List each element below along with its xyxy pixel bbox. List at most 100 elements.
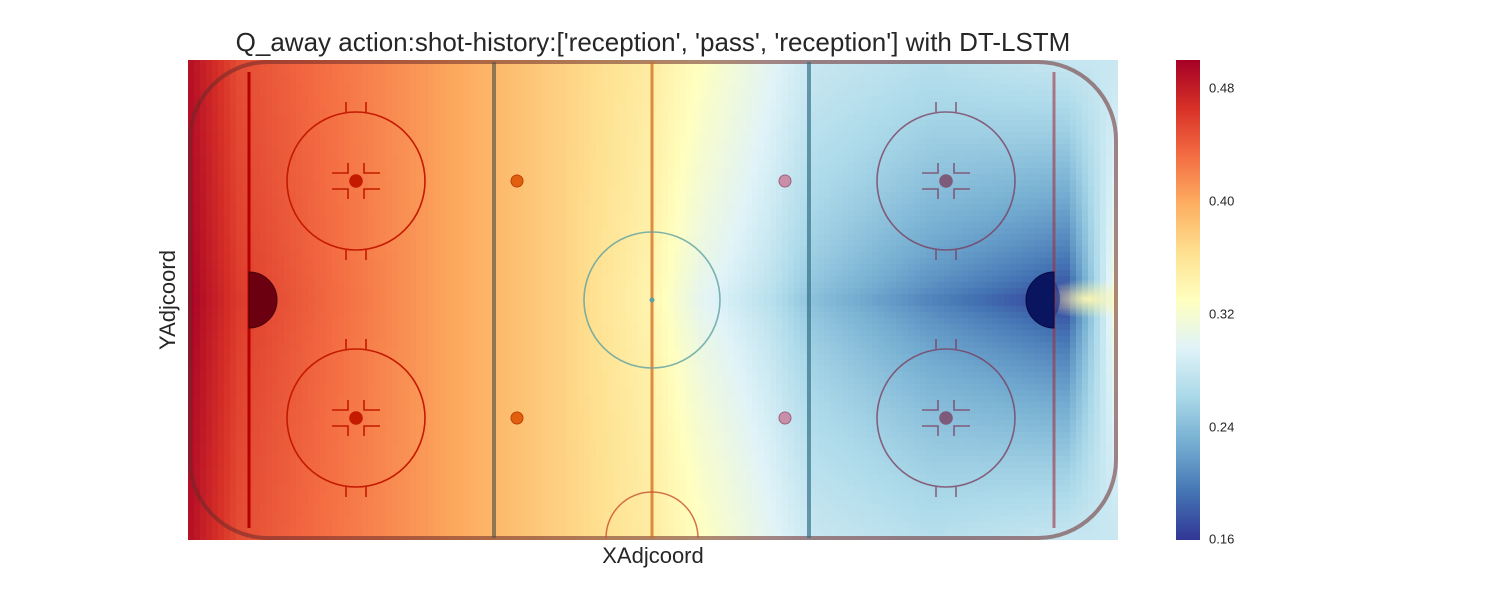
heatmap-cell [812, 246, 819, 253]
heatmap-cell [488, 168, 495, 175]
heatmap-cell [452, 192, 459, 199]
heatmap-cell [410, 78, 417, 85]
heatmap-cell [674, 66, 681, 73]
heatmap-cell [788, 108, 795, 115]
heatmap-cell [788, 84, 795, 91]
heatmap-cell [224, 156, 231, 163]
heatmap-cell [884, 138, 891, 145]
heatmap-cell [974, 96, 981, 103]
heatmap-cell [212, 240, 219, 247]
heatmap-cell [818, 180, 825, 187]
heatmap-cell [668, 90, 675, 97]
heatmap-cell [518, 150, 525, 157]
heatmap-cell [974, 198, 981, 205]
heatmap-cell [572, 90, 579, 97]
heatmap-cell [812, 66, 819, 73]
heatmap-cell [656, 198, 663, 205]
heatmap-cell [722, 102, 729, 109]
heatmap-cell [884, 240, 891, 247]
heatmap-cell [764, 198, 771, 205]
heatmap-cell [344, 120, 351, 127]
heatmap-cell [1058, 168, 1065, 175]
heatmap-cell [644, 96, 651, 103]
heatmap-cell [518, 192, 525, 199]
heatmap-cell [206, 60, 213, 67]
heatmap-cell [314, 210, 321, 217]
heatmap-cell [302, 102, 309, 109]
heatmap-cell [812, 96, 819, 103]
heatmap-cell [722, 66, 729, 73]
heatmap-cell [242, 174, 249, 181]
heatmap-cell [398, 216, 405, 223]
heatmap-cell [548, 180, 555, 187]
heatmap-cell [992, 78, 999, 85]
heatmap-cell [764, 222, 771, 229]
heatmap-cell [272, 234, 279, 241]
heatmap-cell [620, 150, 627, 157]
heatmap-cell [572, 228, 579, 235]
heatmap-cell [644, 126, 651, 133]
heatmap-cell [278, 78, 285, 85]
heatmap-cell [662, 162, 669, 169]
heatmap-cell [482, 198, 489, 205]
heatmap-cell [350, 228, 357, 235]
heatmap-cell [1094, 168, 1101, 175]
heatmap-cell [908, 84, 915, 91]
heatmap-cell [836, 228, 843, 235]
heatmap-cell [992, 72, 999, 79]
heatmap-cell [902, 126, 909, 133]
heatmap-cell [1076, 216, 1083, 223]
heatmap-cell [698, 210, 705, 217]
heatmap-cell [740, 150, 747, 157]
heatmap-cell [290, 234, 297, 241]
heatmap-cell [524, 234, 531, 241]
heatmap-cell [452, 162, 459, 169]
heatmap-cell [416, 168, 423, 175]
heatmap-cell [218, 138, 225, 145]
heatmap-cell [476, 216, 483, 223]
heatmap-cell [290, 192, 297, 199]
heatmap-cell [1028, 144, 1035, 151]
heatmap-cell [968, 84, 975, 91]
heatmap-cell [212, 72, 219, 79]
heatmap-cell [236, 204, 243, 211]
heatmap-cell [218, 210, 225, 217]
heatmap-cell [932, 150, 939, 157]
heatmap-cell [866, 174, 873, 181]
heatmap-cell [512, 144, 519, 151]
heatmap-cell [668, 156, 675, 163]
heatmap-cell [350, 78, 357, 85]
heatmap-cell [536, 114, 543, 121]
heatmap-cell [224, 198, 231, 205]
heatmap-cell [662, 228, 669, 235]
heatmap-cell [920, 168, 927, 175]
heatmap-cell [884, 186, 891, 193]
heatmap-cell [1016, 114, 1023, 121]
heatmap-cell [992, 96, 999, 103]
heatmap-cell [314, 150, 321, 157]
heatmap-cell [1076, 180, 1083, 187]
heatmap-cell [608, 150, 615, 157]
heatmap-cell [944, 204, 951, 211]
heatmap-cell [728, 78, 735, 85]
heatmap-cell [332, 222, 339, 229]
heatmap-cell [374, 78, 381, 85]
heatmap-cell [470, 120, 477, 127]
heatmap-cell [932, 210, 939, 217]
heatmap-cell [1112, 66, 1118, 73]
heatmap-cell [404, 84, 411, 91]
heatmap-cell [638, 120, 645, 127]
heatmap-cell [380, 90, 387, 97]
heatmap-cell [542, 246, 549, 253]
heatmap-cell [224, 192, 231, 199]
heatmap-cell [782, 246, 789, 253]
heatmap-cell [332, 132, 339, 139]
heatmap-cell [302, 198, 309, 205]
heatmap-cell [674, 144, 681, 151]
heatmap-cell [788, 72, 795, 79]
heatmap-cell [236, 252, 243, 259]
heatmap-cell [1070, 96, 1077, 103]
heatmap-cell [254, 252, 261, 259]
heatmap-cell [1022, 228, 1029, 235]
heatmap-cell [884, 234, 891, 241]
